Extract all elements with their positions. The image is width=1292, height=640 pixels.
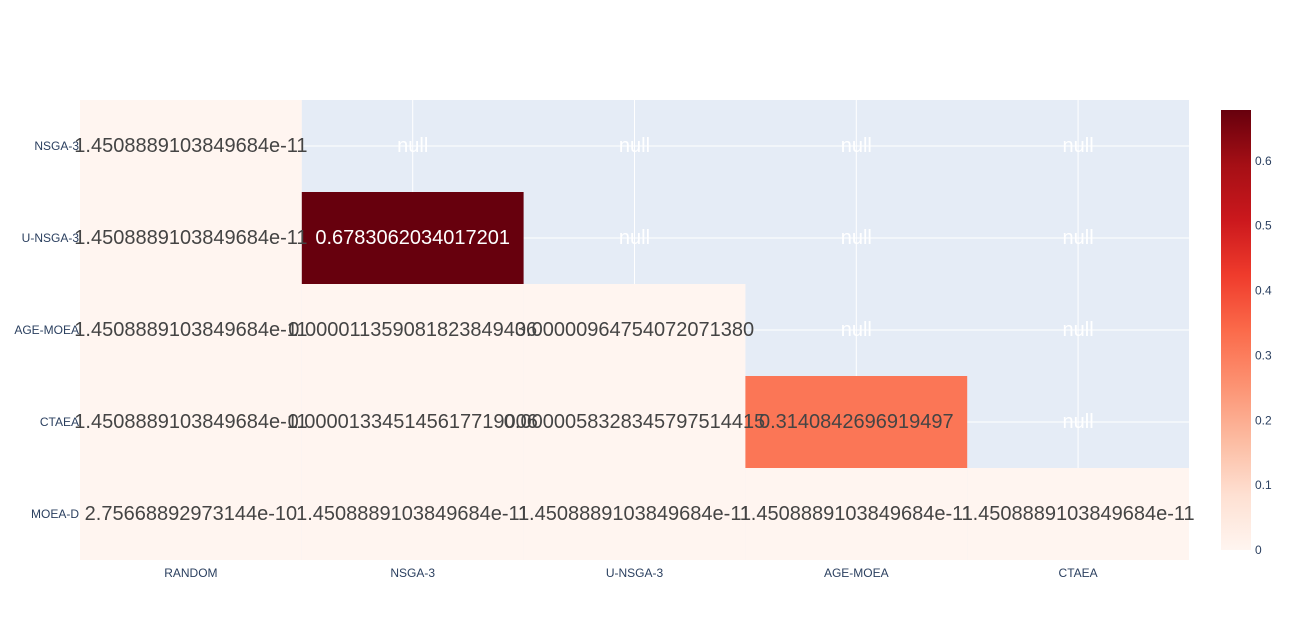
colorbar-tick-label: 0.6 [1255,154,1272,168]
cell-value-label: 0.000013345145617719006 [288,411,538,433]
cell-value-label: null [619,227,650,249]
cell-value-label: null [397,135,428,157]
colorbar-gradient [1221,110,1251,550]
colorbar-tick-label: 0.4 [1255,284,1272,298]
cell-value-label: null [1063,411,1094,433]
cell-value-label: 1.4508889103849684e-11 [74,319,307,341]
x-tick-label: AGE-MOEA [824,566,889,580]
cell-value-label: null [1063,227,1094,249]
colorbar-tick-label: 0.1 [1255,478,1272,492]
cell-value-label: 1.4508889103849684e-11 [74,227,307,249]
heatmap-cell [745,376,968,468]
heatmap-cell [745,468,968,560]
x-axis-ticks: RANDOM NSGA-3 U-NSGA-3 AGE-MOEA CTAEA [164,566,1097,580]
cell-value-label: null [1063,319,1094,341]
colorbar-tick-label: 0.2 [1255,413,1272,427]
x-tick-label: RANDOM [164,566,217,580]
colorbar-ticks: 0 0.1 0.2 0.3 0.4 0.5 0.6 [1255,154,1272,557]
cell-value-label: 0.00000964754072071380 [515,319,754,341]
cell-value-label: 2.75668892973144e-10 [85,503,297,525]
heatmap-cell [301,284,524,376]
x-tick-label: NSGA-3 [390,566,435,580]
heatmap-cell [523,376,746,468]
colorbar-tick-label: 0 [1255,543,1262,557]
heatmap-cell [301,376,524,468]
heatmap-cell [967,468,1189,560]
cell-value-label: null [1063,135,1094,157]
cell-value-label: null [619,135,650,157]
heatmap-cell [301,468,524,560]
cell-value-label: 1.4508889103849684e-11 [740,503,973,525]
heatmap-cell [80,376,302,468]
heatmap-cells [80,100,1189,560]
colorbar-tick-label: 0.5 [1255,219,1272,233]
y-tick-label: AGE-MOEA [14,323,79,337]
cell-value-label: null [841,227,872,249]
cell-value-label: 0.0000058328345797514415 [504,411,765,433]
cell-value-label: 1.4508889103849684e-11 [518,503,751,525]
x-tick-label: CTAEA [1059,566,1098,580]
heatmap-cell [523,284,746,376]
cell-value-label: null [841,319,872,341]
y-axis-ticks: NSGA-3 U-NSGA-3 AGE-MOEA CTAEA MOEA-D [14,139,79,521]
heatmap-cell [80,192,302,284]
y-tick-label: U-NSGA-3 [22,231,80,245]
heatmap-cell [80,284,302,376]
y-tick-label: MOEA-D [31,507,79,521]
cell-labels: 1.4508889103849684e-11 null null null null 1.… [74,135,1194,525]
y-tick-label: NSGA-3 [34,139,79,153]
x-tick-label: U-NSGA-3 [606,566,664,580]
cell-value-label: 1.4508889103849684e-11 [296,503,529,525]
colorbar-tick-label: 0.3 [1255,348,1272,362]
heatmap-cell [80,468,302,560]
cell-value-label: null [841,135,872,157]
y-tick-label: CTAEA [40,415,79,429]
cell-value-label: 0.3140842696919497 [759,411,954,433]
cell-value-label: 1.4508889103849684e-11 [74,411,307,433]
heatmap-cell [301,192,524,284]
heatmap-cell [523,468,746,560]
cell-value-label: 0.6783062034017201 [315,227,510,249]
cell-value-label: 0.000011359081823849436 [288,319,537,341]
cell-value-label: 1.4508889103849684e-11 [74,135,307,157]
cell-value-label: 1.4508889103849684e-11 [961,503,1194,525]
heatmap-cell [80,100,302,192]
colorbar: 0 0.1 0.2 0.3 0.4 0.5 0.6 [1221,110,1272,557]
